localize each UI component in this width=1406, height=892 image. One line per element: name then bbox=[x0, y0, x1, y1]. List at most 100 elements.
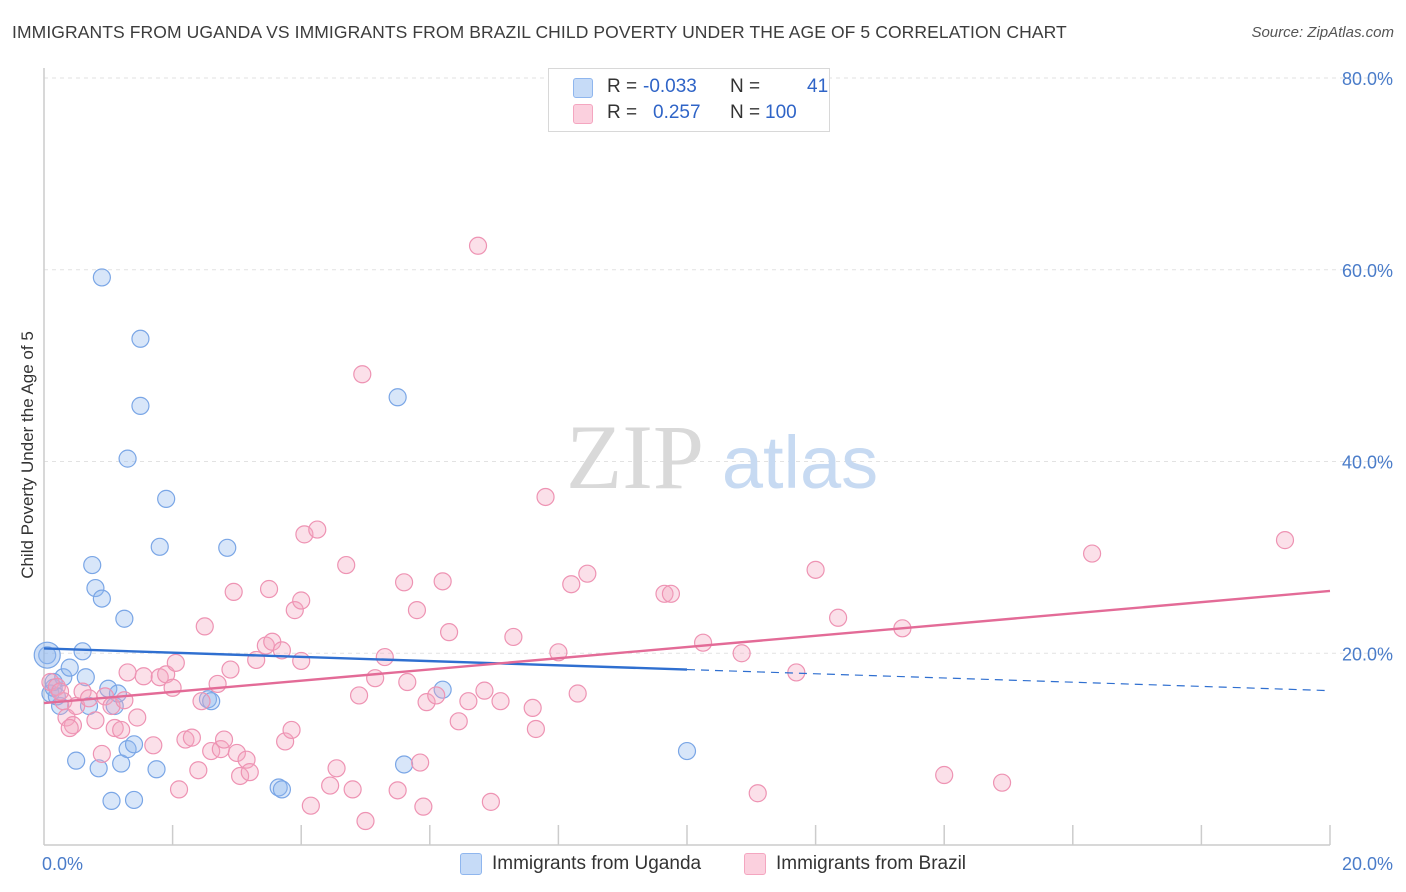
legend-row-brazil: R = 0.257 N = 100 bbox=[573, 101, 823, 125]
uganda-point bbox=[388, 388, 407, 407]
brazil-point bbox=[118, 663, 137, 682]
data-points bbox=[33, 236, 1295, 831]
brazil-point bbox=[411, 753, 430, 772]
brazil-point bbox=[414, 797, 433, 816]
brazil-point bbox=[992, 773, 1012, 792]
brazil-point bbox=[240, 763, 259, 782]
brazil-point bbox=[504, 627, 523, 647]
watermark-atlas: atlas bbox=[722, 421, 878, 504]
brazil-point bbox=[449, 712, 468, 731]
brazil-point bbox=[366, 669, 385, 688]
uganda-trend-extension bbox=[686, 668, 1331, 692]
brazil-point bbox=[60, 718, 79, 738]
brazil-point bbox=[655, 584, 674, 603]
brazil-point bbox=[568, 684, 587, 703]
watermark: ZIP atlas bbox=[566, 406, 878, 508]
uganda-point bbox=[198, 690, 218, 709]
bottom-legend-swatch-uganda bbox=[460, 853, 482, 875]
uganda-point bbox=[102, 791, 121, 810]
brazil-point bbox=[536, 487, 555, 507]
y-tick-label: 80.0% bbox=[1342, 69, 1393, 89]
legend-n-value: 100 bbox=[765, 102, 797, 123]
brazil-point bbox=[935, 765, 954, 785]
brazil-point bbox=[829, 608, 848, 627]
uganda-point bbox=[38, 646, 57, 665]
brazil-point bbox=[166, 653, 185, 672]
brazil-point bbox=[439, 623, 459, 642]
brazil-point bbox=[86, 711, 105, 730]
uganda-point bbox=[33, 641, 61, 669]
brazil-point bbox=[407, 601, 427, 620]
brazil-point bbox=[459, 692, 478, 711]
uganda-point bbox=[115, 609, 134, 628]
brazil-point bbox=[417, 693, 436, 712]
bottom-legend-label-brazil: Immigrants from Brazil bbox=[776, 853, 967, 874]
brazil-point bbox=[308, 520, 327, 539]
brazil-point bbox=[343, 780, 362, 799]
uganda-point bbox=[677, 741, 697, 761]
brazil-point bbox=[491, 692, 510, 711]
brazil-point bbox=[247, 650, 266, 670]
uganda-point bbox=[89, 759, 108, 778]
bottom-legend-swatch-brazil bbox=[744, 853, 766, 875]
brazil-point bbox=[282, 720, 301, 740]
correlation-legend: R = -0.033 N = 41 R = 0.257 N = 100 bbox=[548, 68, 830, 132]
legend-n-label: N = bbox=[730, 102, 761, 123]
brazil-point bbox=[176, 730, 195, 749]
uganda-point bbox=[92, 589, 111, 608]
brazil-point bbox=[208, 674, 227, 694]
brazil-point bbox=[276, 732, 295, 751]
brazil-point bbox=[748, 784, 767, 803]
uganda-point bbox=[269, 778, 288, 797]
brazil-point bbox=[1275, 531, 1295, 550]
brazil-point bbox=[301, 796, 320, 815]
brazil-point bbox=[221, 660, 240, 679]
brazil-point bbox=[285, 601, 304, 620]
brazil-point bbox=[349, 686, 369, 705]
brazil-point bbox=[189, 761, 208, 780]
brazil-point bbox=[92, 744, 111, 764]
brazil-point bbox=[272, 641, 292, 660]
brazil-point bbox=[523, 698, 542, 717]
uganda-point bbox=[147, 760, 166, 779]
brazil-point bbox=[182, 728, 201, 747]
brazil-point bbox=[353, 365, 372, 384]
brazil-point bbox=[388, 781, 407, 800]
brazil-point bbox=[115, 691, 134, 710]
brazil-point bbox=[398, 672, 417, 692]
uganda-point bbox=[86, 578, 105, 598]
brazil-point bbox=[481, 792, 500, 811]
uganda-point bbox=[218, 538, 237, 557]
brazil-point bbox=[292, 651, 311, 671]
brazil-point bbox=[433, 572, 452, 591]
legend-r-label: R = bbox=[607, 102, 638, 123]
legend-r-value: 0.257 bbox=[653, 102, 701, 123]
bottom-legend-label-uganda: Immigrants from Uganda bbox=[492, 853, 702, 874]
y-tick-label: 40.0% bbox=[1342, 453, 1393, 473]
brazil-point bbox=[169, 780, 189, 799]
legend-swatch-brazil bbox=[573, 104, 593, 124]
brazil-point bbox=[661, 584, 681, 603]
brazil-point bbox=[134, 667, 153, 686]
uganda-point bbox=[118, 449, 137, 468]
uganda-point bbox=[60, 658, 79, 677]
legend-r-label: R = bbox=[607, 76, 638, 97]
brazil-point bbox=[468, 236, 488, 255]
brazil-point bbox=[144, 736, 163, 755]
source-credit: Source: ZipAtlas.com bbox=[1251, 24, 1394, 41]
uganda-point bbox=[202, 692, 221, 711]
brazil-point bbox=[475, 681, 494, 700]
legend-r-value: -0.033 bbox=[643, 76, 697, 97]
brazil-point bbox=[112, 720, 131, 740]
brazil-point bbox=[227, 743, 246, 763]
uganda-point bbox=[272, 780, 292, 799]
brazil-point bbox=[562, 575, 581, 594]
brazil-point bbox=[394, 573, 414, 592]
brazil-point bbox=[321, 776, 340, 795]
uganda-point bbox=[92, 268, 111, 287]
uganda-point bbox=[131, 329, 150, 348]
brazil-point bbox=[192, 692, 211, 711]
brazil-point bbox=[214, 730, 234, 749]
brazil-point bbox=[327, 759, 346, 778]
